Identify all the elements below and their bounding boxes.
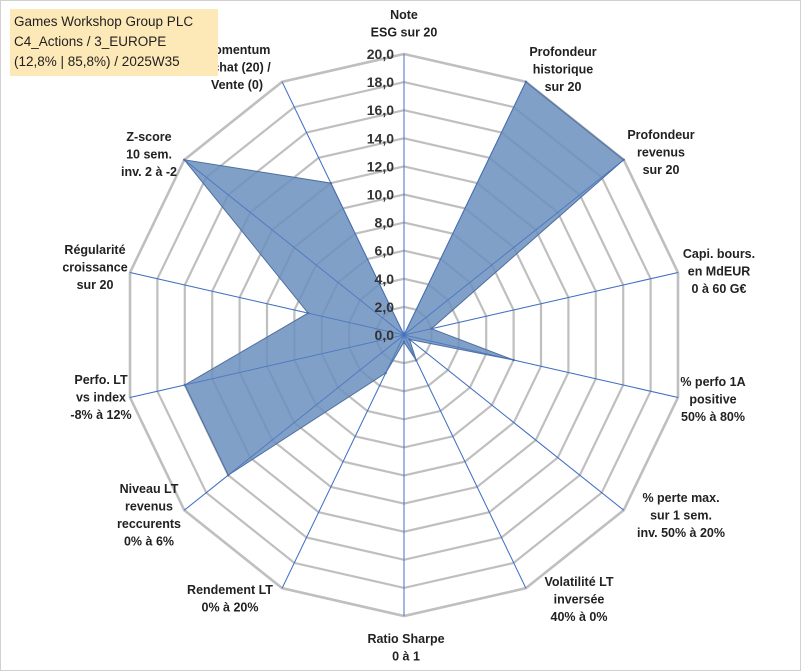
axis-label-line: sur 1 sem. (650, 509, 712, 523)
axis-label-line: % perte max. (642, 491, 719, 505)
axis-label-line: reccurents (117, 517, 181, 531)
axis-label-line: croissance (62, 261, 127, 275)
spoke-overlay-line (403, 334, 527, 589)
axis-label-line: Rendement LT (187, 583, 273, 597)
axis-label-line: 0% à 20% (202, 601, 259, 615)
axis-label-line: Note (390, 8, 418, 22)
axis-label: Momentum Achat (20) / Vente (0) (203, 43, 271, 92)
axis-label-line: revenus (125, 500, 173, 514)
axis-label-line: sur 20 (643, 163, 680, 177)
axis-label: Niveau LT revenus reccurents 0% à 6% (117, 482, 181, 549)
chart-title-box: Games Workshop Group PLC C4_Actions / 3_… (10, 9, 218, 76)
title-line-period: (12,8% | 85,8%) / 2025W35 (14, 54, 180, 69)
axis-label-line: 50% à 80% (681, 410, 745, 424)
axis-label: Profondeur historique sur 20 (529, 45, 596, 94)
axis-label-line: vs index (76, 391, 126, 405)
axis-label-line: inv. 50% à 20% (637, 526, 725, 540)
axis-label: Z-score 10 sem. inv. 2 à -2 (121, 130, 177, 179)
radar-series (129, 54, 679, 616)
axis-label: % perfo 1A positive 50% à 80% (680, 375, 745, 424)
tick-label: 20,0 (367, 46, 394, 62)
axis-label-line: Achat (20) / (203, 61, 271, 75)
tick-label: 8,0 (375, 215, 395, 231)
axis-label: Note ESG sur 20 (371, 8, 438, 40)
spoke-overlay-line (184, 159, 405, 336)
axis-label-line: 10 sem. (126, 148, 172, 162)
axis-label-line: sur 20 (77, 278, 114, 292)
axis-label-line: positive (689, 393, 736, 407)
axis-label-line: Profondeur (627, 128, 694, 142)
axis-label: Ratio Sharpe 0 à 1 (367, 632, 444, 664)
tick-label: 2,0 (375, 299, 395, 315)
axis-label-line: % perfo 1A (680, 375, 745, 389)
title-line-company: Games Workshop Group PLC (14, 14, 194, 29)
axis-label-line: ESG sur 20 (371, 26, 438, 40)
axis-label: Rendement LT 0% à 20% (187, 583, 273, 615)
tick-label: 12,0 (367, 158, 394, 174)
axis-label-line: historique (533, 63, 593, 77)
tick-label: 16,0 (367, 102, 394, 118)
spoke-overlay-line (403, 334, 679, 398)
axis-label: Perfo. LT vs index -8% à 12% (70, 373, 131, 422)
axis-label: Capi. bours. en MdEUR 0 à 60 G€ (683, 247, 755, 296)
axis-label-line: sur 20 (545, 80, 582, 94)
axis-label-line: revenus (637, 146, 685, 160)
spoke-overlay-line (403, 272, 679, 336)
axis-label-line: inv. 2 à -2 (121, 165, 177, 179)
axis-label-line: 0% à 6% (124, 535, 174, 549)
tick-label: 14,0 (367, 130, 394, 146)
tick-label: 4,0 (375, 271, 395, 287)
spoke-overlay-line (281, 81, 405, 336)
axis-label-line: Z-score (126, 130, 171, 144)
axis-label: % perte max. sur 1 sem. inv. 50% à 20% (637, 491, 725, 540)
axis-label-line: Régularité (64, 243, 125, 257)
axis-label-line: Profondeur (529, 45, 596, 59)
spoke-overlay-line (403, 159, 624, 336)
radial-tick-labels: 0,0 2,0 4,0 6,0 8,0 10,0 12,0 14,0 16,0 18,0 20,0 (367, 46, 394, 343)
axis-label-line: Capi. bours. (683, 247, 755, 261)
axis-label-line: 0 à 60 G€ (692, 282, 747, 296)
tick-label: 18,0 (367, 74, 394, 90)
spoke-overlay-line (403, 81, 527, 336)
spoke-overlay-line (403, 334, 624, 511)
axis-label-line: 0 à 1 (392, 650, 420, 664)
title-line-category: C4_Actions / 3_EUROPE (14, 34, 167, 49)
axis-label-line: Ratio Sharpe (367, 632, 444, 646)
axis-label-line: en MdEUR (688, 265, 751, 279)
axis-label-line: inversée (554, 593, 605, 607)
tick-label: 6,0 (375, 243, 395, 259)
axis-label-line: Momentum (204, 43, 271, 57)
spoke-overlay-line (129, 334, 405, 398)
axis-label-line: Volatilité LT (545, 575, 614, 589)
axis-label-line: -8% à 12% (70, 408, 131, 422)
tick-label: 10,0 (367, 187, 394, 203)
spoke-overlay-line (281, 334, 405, 589)
axis-labels: Note ESG sur 20 Profondeur historique sur 20… (62, 8, 755, 664)
axis-label-line: Niveau LT (120, 482, 179, 496)
axis-label: Profondeur revenus sur 20 (627, 128, 694, 177)
axis-label-line: Perfo. LT (74, 373, 128, 387)
spoke-overlay-line (129, 272, 405, 336)
axis-label: Régularité croissance sur 20 (62, 243, 127, 292)
spoke-overlay-line (184, 334, 405, 511)
axis-label-line: 40% à 0% (551, 610, 608, 624)
tick-label: 0,0 (375, 327, 395, 343)
axis-label-line: Vente (0) (211, 78, 263, 92)
axis-label: Volatilité LT inversée 40% à 0% (545, 575, 614, 624)
